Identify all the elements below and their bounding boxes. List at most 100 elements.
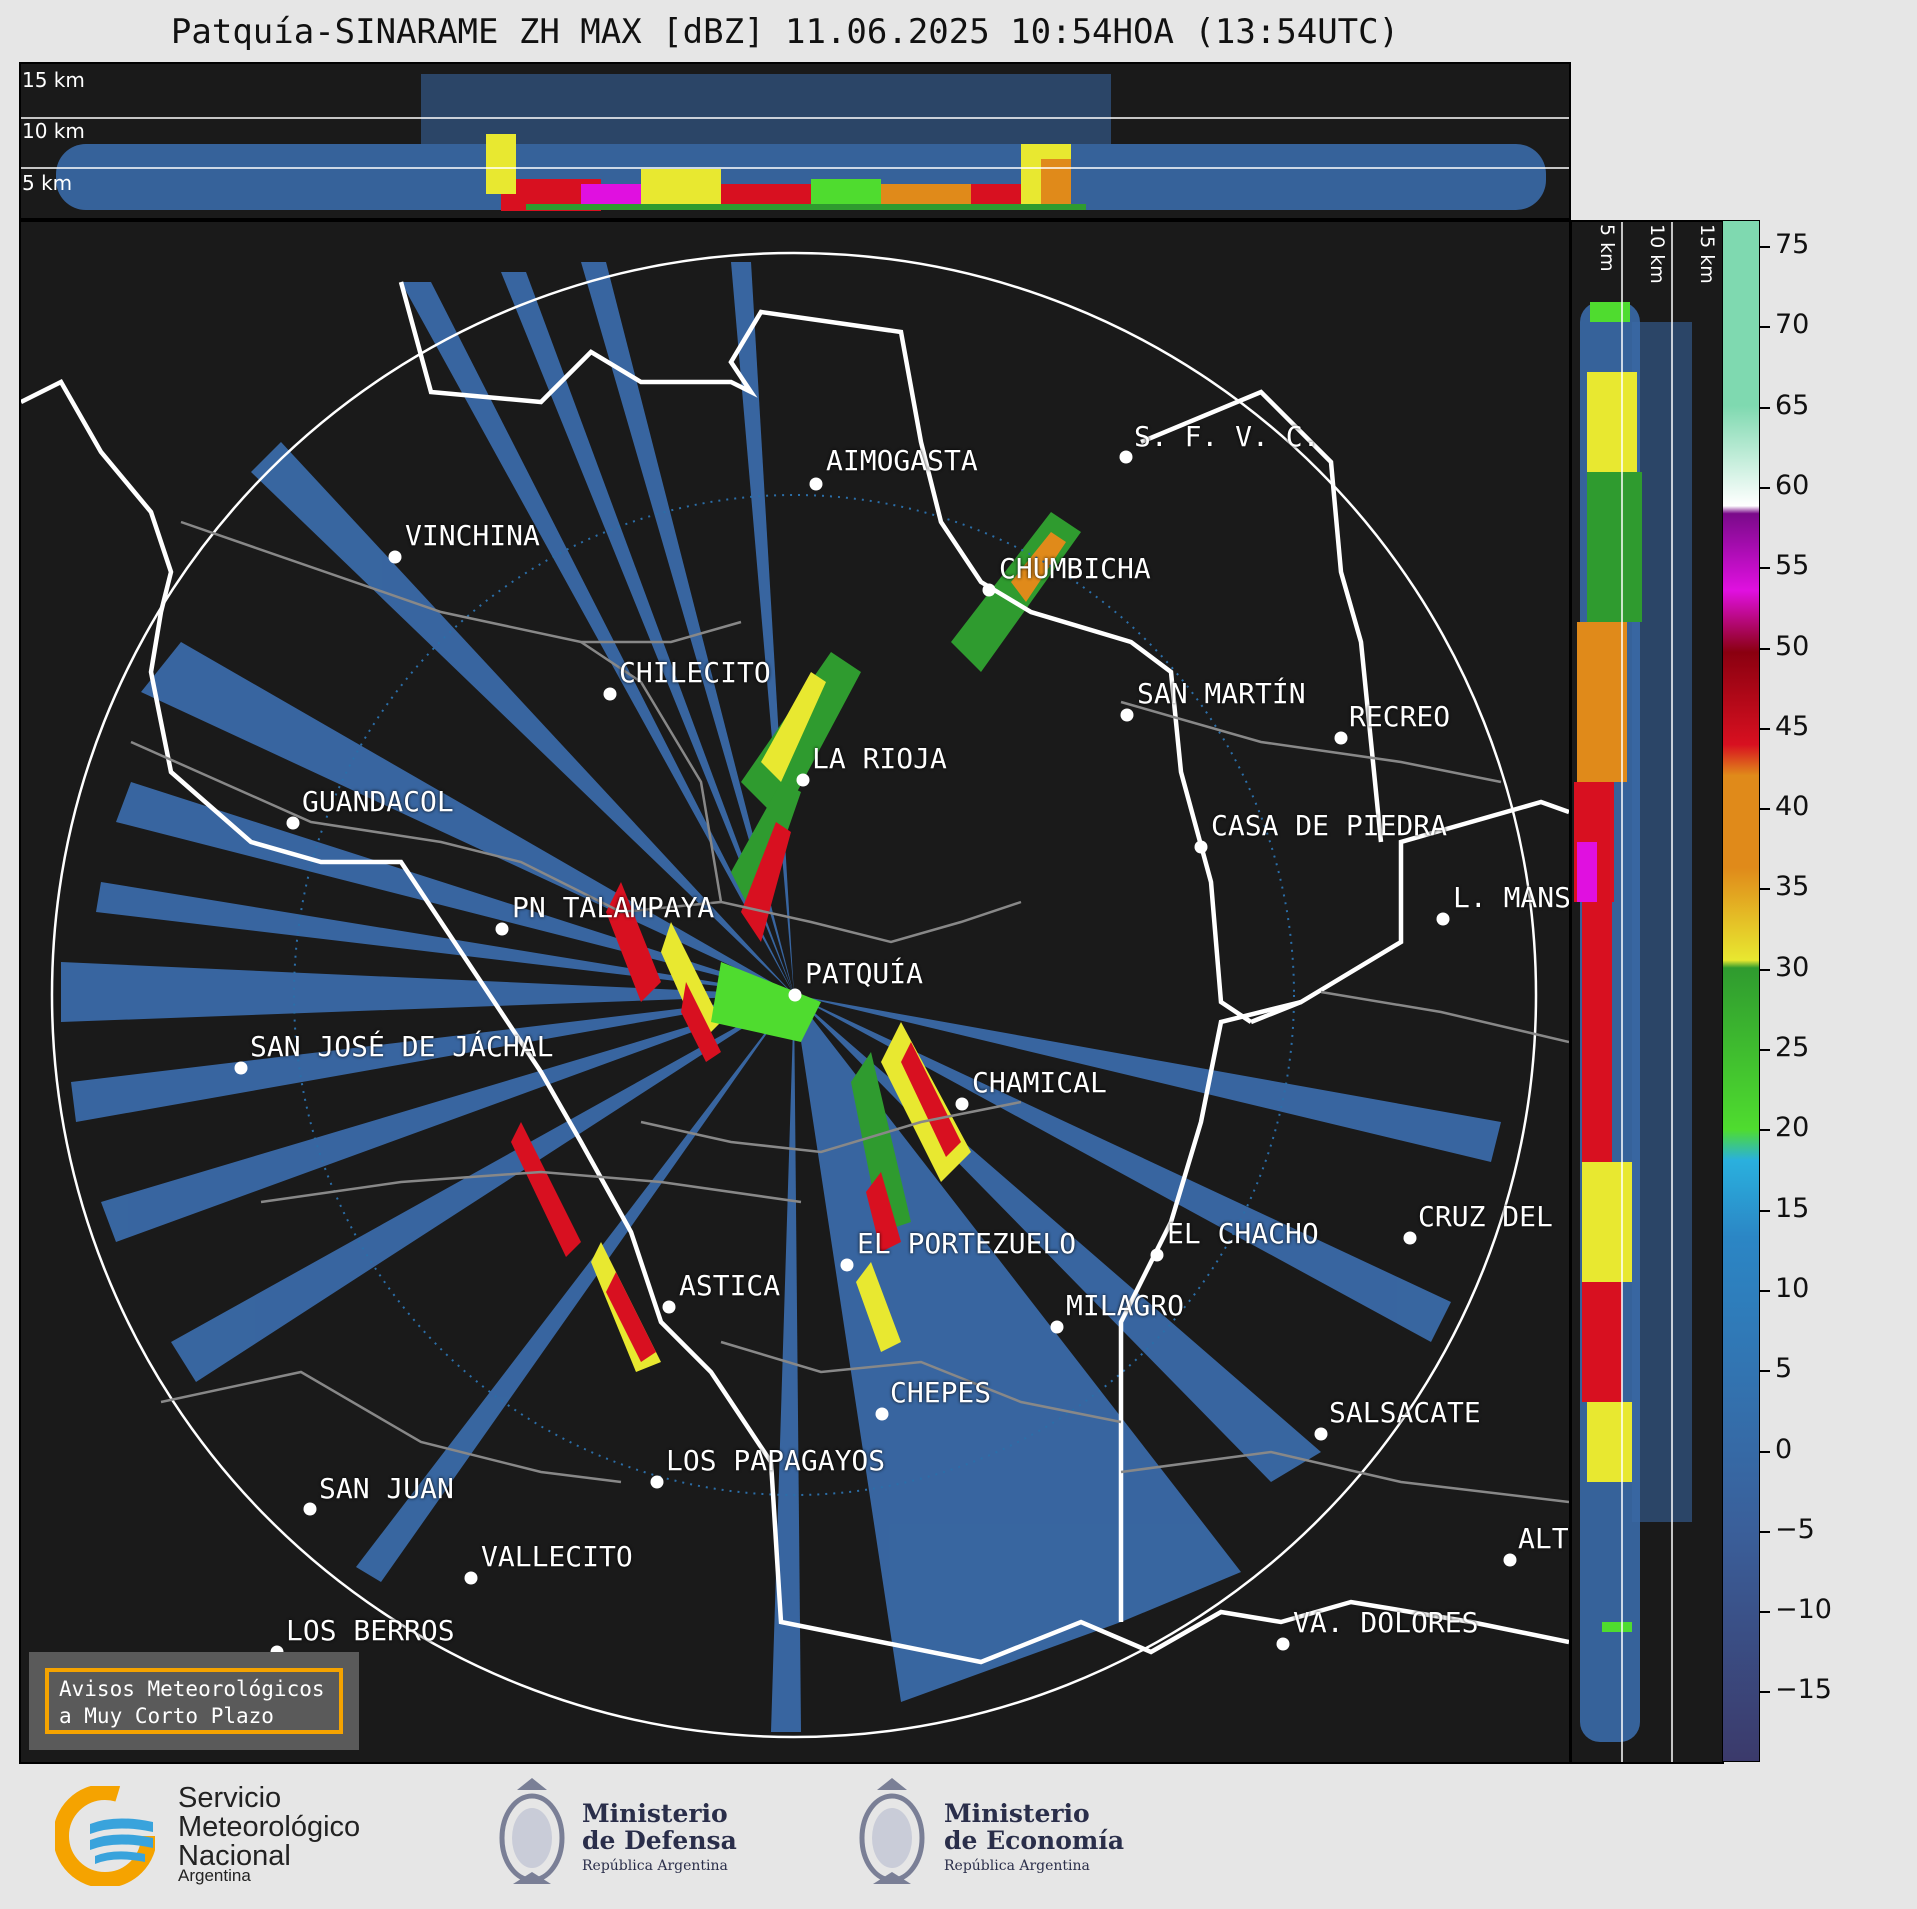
ray: [171, 995, 794, 1382]
city-marker-san-juan: [303, 1502, 317, 1516]
side-section-svg: [1574, 222, 1692, 1762]
colorbar-tick: [1760, 1289, 1770, 1292]
city-label-recreo: RECREO: [1349, 700, 1451, 733]
colorbar-tick-label: 15: [1775, 1192, 1810, 1224]
storm-cell: [856, 1262, 901, 1352]
city-label-l-mans: L. MANS: [1453, 881, 1571, 914]
city-marker-sfvc: [1119, 450, 1133, 464]
colorbar-tick: [1760, 567, 1770, 570]
ray: [794, 995, 1501, 1162]
city-label-chepes: CHEPES: [890, 1376, 992, 1409]
storm-cells: [511, 512, 1081, 1372]
province-borders: [21, 281, 1569, 1665]
colorbar-tick: [1760, 1530, 1770, 1533]
storm-cell: [741, 822, 791, 942]
city-label-salsacate: SALSACATE: [1329, 1396, 1481, 1429]
city-label-chamical: CHAMICAL: [972, 1066, 1107, 1099]
storm-cell: [1011, 532, 1066, 602]
city-label-la-rioja: LA RIOJA: [812, 742, 947, 775]
colorbar-tick: [1760, 727, 1770, 730]
economia-line-2: de Economía: [944, 1826, 1125, 1855]
colorbar-tick-label: 35: [1775, 871, 1810, 903]
smn-logo: [53, 1784, 157, 1888]
economia-country: República Argentina: [944, 1858, 1090, 1874]
defensa-seal: [495, 1776, 570, 1894]
colorbar-tick-label: −5: [1775, 1513, 1815, 1545]
city-marker-pn-talampaya: [495, 922, 509, 936]
storm-cell: [761, 672, 826, 782]
colorbar-tick: [1760, 647, 1770, 650]
city-marker-milagro: [1050, 1320, 1064, 1334]
east-west-cross-section: 5 km 10 km 15 km: [1570, 220, 1724, 1764]
colorbar-tick-label: 60: [1775, 469, 1810, 501]
city-marker-chilecito: [603, 687, 617, 701]
city-label-patquia: PATQUÍA: [805, 957, 924, 990]
warning-box: Avisos Meteorológicos a Muy Corto Plazo: [29, 1652, 359, 1750]
city-marker-casa-de-piedra: [1194, 840, 1208, 854]
altitude-label-10km: 10 km: [22, 119, 85, 143]
colorbar-tick: [1760, 406, 1770, 409]
city-label-astica: ASTICA: [679, 1269, 781, 1302]
city-marker-l-mans: [1436, 912, 1450, 926]
smn-line-3: Nacional: [178, 1840, 291, 1872]
colorbar-tick: [1760, 1049, 1770, 1051]
city-marker-guandacol: [286, 816, 300, 830]
colorbar-tick: [1760, 968, 1770, 971]
city-label-aimogasta: AIMOGASTA: [826, 444, 978, 477]
side-altitude-label-5km: 5 km: [1596, 224, 1618, 272]
defensa-line-1: Ministerio: [582, 1799, 728, 1828]
city-marker-vinchina: [388, 550, 402, 564]
city-label-sfvc: S. F. V. C.: [1134, 420, 1320, 453]
warning-line-1: Avisos Meteorológicos: [59, 1677, 325, 1701]
colorbar-tick-label: 5: [1775, 1353, 1793, 1385]
city-marker-chumbicha: [982, 583, 996, 597]
colorbar-tick-label: 70: [1775, 309, 1810, 341]
city-marker-recreo: [1334, 731, 1348, 745]
city-label-el-portezuelo: EL PORTEZUELO: [857, 1227, 1077, 1260]
colorbar-tick-label: 0: [1775, 1433, 1793, 1465]
city-marker-va-dolores: [1276, 1637, 1290, 1651]
city-label-casa-de-piedra: CASA DE PIEDRA: [1211, 809, 1448, 842]
smn-name: Servicio Meteorológico Nacional: [178, 1784, 360, 1871]
radar-map: AIMOGASTA S. F. V. C. VINCHINA CHUMBICHA…: [19, 220, 1571, 1764]
colorbar-tick: [1760, 246, 1770, 248]
radar-range-ring: [50, 251, 1538, 1739]
colorbar-tick-label: 20: [1775, 1112, 1810, 1144]
economia-seal: [855, 1776, 930, 1894]
colorbar-tick-label: 50: [1775, 630, 1810, 662]
city-label-va-dolores: VA. DOLORES: [1293, 1606, 1479, 1639]
storm-cell: [661, 922, 721, 1042]
storm-cell: [681, 982, 721, 1062]
storm-cell: [711, 962, 821, 1042]
city-marker-la-rioja: [796, 773, 810, 787]
city-label-milagro: MILAGRO: [1066, 1289, 1185, 1322]
radar-rays: [61, 262, 1501, 1732]
smn-line-1: Servicio: [178, 1782, 282, 1814]
ray: [581, 262, 794, 995]
ray: [61, 962, 794, 1022]
colorbar-tick: [1760, 1450, 1770, 1453]
city-label-alt: ALT: [1518, 1522, 1569, 1555]
colorbar-tick-label: 25: [1775, 1032, 1810, 1063]
warning-badge: Avisos Meteorológicos a Muy Corto Plazo: [45, 1668, 343, 1734]
colorbar-tick-label: −10: [1775, 1594, 1832, 1626]
colorbar-tick: [1760, 486, 1770, 489]
storm-cell: [511, 1122, 581, 1257]
defensa-country: República Argentina: [582, 1858, 728, 1874]
colorbar-tick-label: 65: [1775, 389, 1810, 421]
defensa-line-2: de Defensa: [582, 1826, 737, 1855]
colorbar-tick-label: 75: [1775, 229, 1810, 260]
top-section-svg: [21, 74, 1569, 211]
warning-line-2: a Muy Corto Plazo: [59, 1704, 274, 1728]
city-marker-patquia: [788, 988, 802, 1002]
colorbar-tick-label: 10: [1775, 1272, 1810, 1304]
ray: [794, 995, 1241, 1702]
city-label-san-martin: SAN MARTÍN: [1137, 677, 1306, 710]
city-label-vallecito: VALLECITO: [481, 1540, 633, 1573]
storm-cell: [851, 1052, 911, 1232]
city-label-chilecito: CHILECITO: [619, 656, 771, 689]
side-altitude-label-10km: 10 km: [1646, 224, 1668, 284]
city-label-guandacol: GUANDACOL: [302, 785, 454, 818]
storm-cell: [606, 1272, 656, 1362]
colorbar-tick: [1760, 1611, 1770, 1614]
